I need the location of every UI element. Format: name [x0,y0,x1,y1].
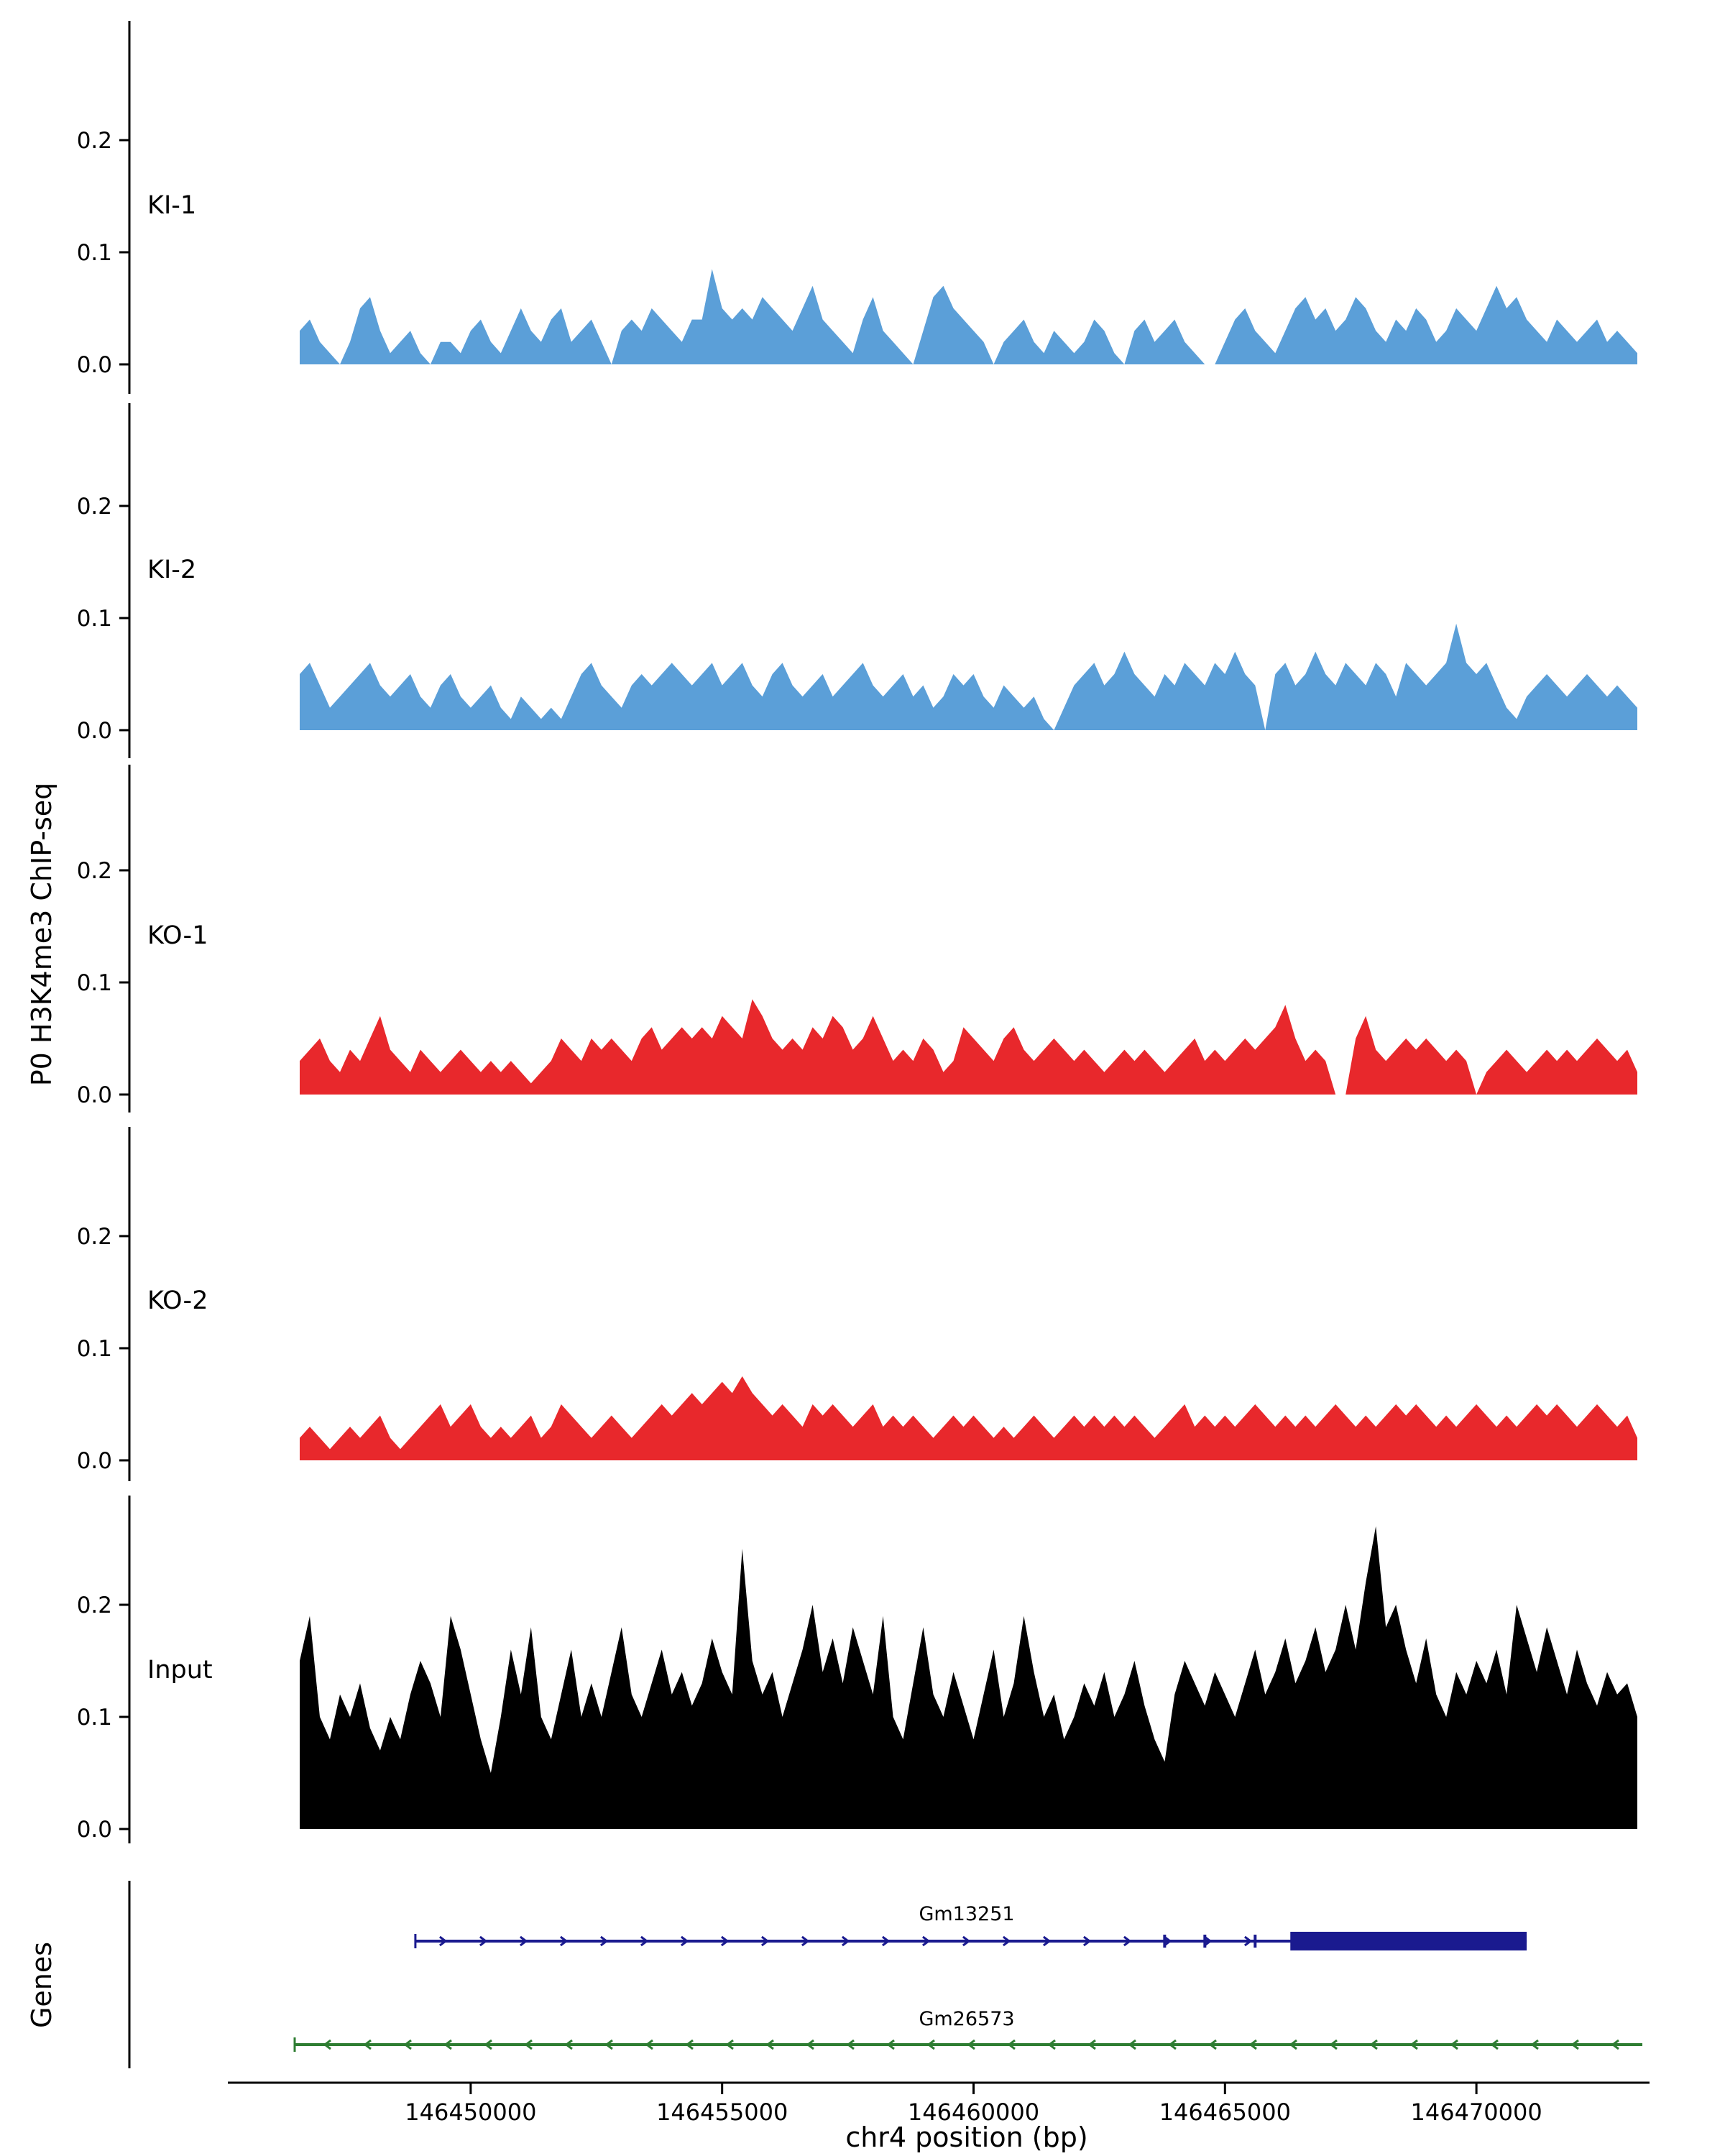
track-label-ko2: KO-2 [147,1286,208,1315]
svg-text:0.2: 0.2 [77,128,112,154]
svg-text:0.1: 0.1 [77,1705,112,1731]
track-label-ki2: KI-2 [147,556,197,584]
svg-text:0.1: 0.1 [77,240,112,266]
svg-text:0.2: 0.2 [77,1593,112,1618]
svg-text:146470000: 146470000 [1411,2099,1542,2126]
svg-text:0.2: 0.2 [77,494,112,520]
svg-text:0.0: 0.0 [77,718,112,744]
gene-name-gm13251: Gm13251 [919,1903,1015,1925]
svg-text:146455000: 146455000 [656,2099,788,2126]
y-axis-label: P0 H3K4me3 ChIP-seq [26,782,58,1087]
gene-name-gm26573: Gm26573 [919,2008,1015,2030]
svg-text:0.1: 0.1 [77,1336,112,1362]
svg-text:0.2: 0.2 [77,1224,112,1250]
svg-text:146465000: 146465000 [1159,2099,1291,2126]
svg-text:146460000: 146460000 [908,2099,1039,2126]
track-label-input: Input [147,1656,213,1685]
track-label-ko1: KO-1 [147,921,208,950]
genes-panel-label: Genes [26,1941,58,2029]
svg-text:0.1: 0.1 [77,606,112,632]
track-label-ki1: KI-1 [147,191,197,220]
svg-text:0.0: 0.0 [77,1817,112,1843]
svg-text:0.0: 0.0 [77,1448,112,1474]
x-axis-label: chr4 position (bp) [845,2122,1088,2153]
svg-text:0.0: 0.0 [77,1082,112,1108]
svg-text:0.1: 0.1 [77,970,112,996]
svg-text:0.2: 0.2 [77,858,112,884]
svg-text:146450000: 146450000 [405,2099,536,2126]
svg-text:0.0: 0.0 [77,352,112,378]
